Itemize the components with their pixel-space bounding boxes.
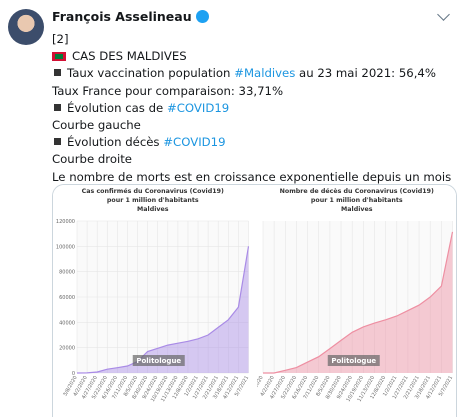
text-line: Évolution cas de #COVID19 — [52, 100, 451, 117]
text-line: Le nombre de morts est en croissance exp… — [52, 169, 451, 186]
chart-title: Maldives — [137, 206, 169, 213]
flag-icon — [52, 52, 66, 62]
text-line: Évolution décès #COVID19 — [52, 134, 451, 151]
text: [2] — [52, 32, 69, 46]
watermark-bg — [132, 355, 185, 366]
y-tick-label: 40000 — [59, 320, 75, 326]
bullet — [54, 103, 61, 111]
y-tick-label: 60000 — [59, 295, 75, 301]
text: CAS DES MALDIVES — [72, 49, 187, 64]
y-tick-label: 120000 — [56, 219, 75, 225]
menu-button[interactable] — [437, 8, 450, 21]
watermark: Politologue — [331, 357, 376, 365]
hashtag[interactable]: #COVID19 — [163, 135, 226, 150]
text: Taux vaccination population — [67, 66, 235, 81]
text: Le nombre de morts est en croissance exp… — [52, 169, 452, 184]
y-tick-label: 20000 — [59, 346, 75, 352]
text-line: Taux vaccination population #Maldives au… — [52, 65, 451, 82]
line — [262, 231, 453, 374]
y-tick-label: 0 — [72, 371, 75, 377]
text: Taux France pour comparaison: 33,71% — [52, 83, 284, 98]
hashtag[interactable]: #COVID19 — [166, 100, 230, 115]
watermark: Politologue — [136, 357, 181, 365]
y-tick-label: 100000 — [56, 244, 75, 250]
verified-badge — [195, 10, 209, 23]
hashtag[interactable]: #Maldives — [234, 66, 296, 81]
line — [76, 246, 250, 374]
chart-title: pour 1 million d'habitants — [310, 197, 402, 204]
text-line: [2] — [52, 31, 451, 48]
chart-title: Cas confirmés du Coronavirus (Covid19) — [82, 187, 224, 195]
chart-title: Nombre de décès du Coronavirus (Covid19) — [279, 187, 433, 195]
y-tick-label: 80000 — [59, 270, 75, 276]
text-line: CAS DES MALDIVES — [52, 48, 451, 65]
author[interactable]: François Asselineau — [52, 9, 209, 24]
text-line: Courbe droite — [52, 151, 451, 168]
chart: Cas confirmés du Coronavirus (Covid19) po… — [53, 185, 253, 417]
watermark-bg — [327, 355, 380, 366]
chart-title: pour 1 million d'habitants — [107, 197, 199, 204]
area — [77, 246, 249, 373]
chart: Nombre de décès du Coronavirus (Covid19)… — [256, 185, 456, 417]
avatar[interactable] — [8, 9, 44, 45]
bullet — [54, 69, 61, 77]
text: Courbe droite — [52, 152, 132, 167]
text: Évolution décès — [67, 135, 164, 150]
text-line: Courbe gauche — [52, 117, 451, 134]
text: Évolution cas de — [67, 100, 167, 115]
author-name[interactable]: François Asselineau — [52, 9, 192, 24]
bullet — [54, 138, 61, 146]
media[interactable]: Cas confirmés du Coronavirus (Covid19) po… — [52, 184, 457, 417]
tweet-text: [2] CAS DES MALDIVES Taux vaccination popu… — [52, 31, 451, 186]
text: Courbe gauche — [52, 118, 141, 133]
text-line: Taux France pour comparaison: 33,71% — [52, 83, 451, 100]
text: au 23 mai 2021: 56,4% — [295, 66, 436, 81]
chart-title: Maldives — [341, 206, 373, 213]
plot-bg — [262, 221, 452, 373]
area — [262, 231, 452, 373]
